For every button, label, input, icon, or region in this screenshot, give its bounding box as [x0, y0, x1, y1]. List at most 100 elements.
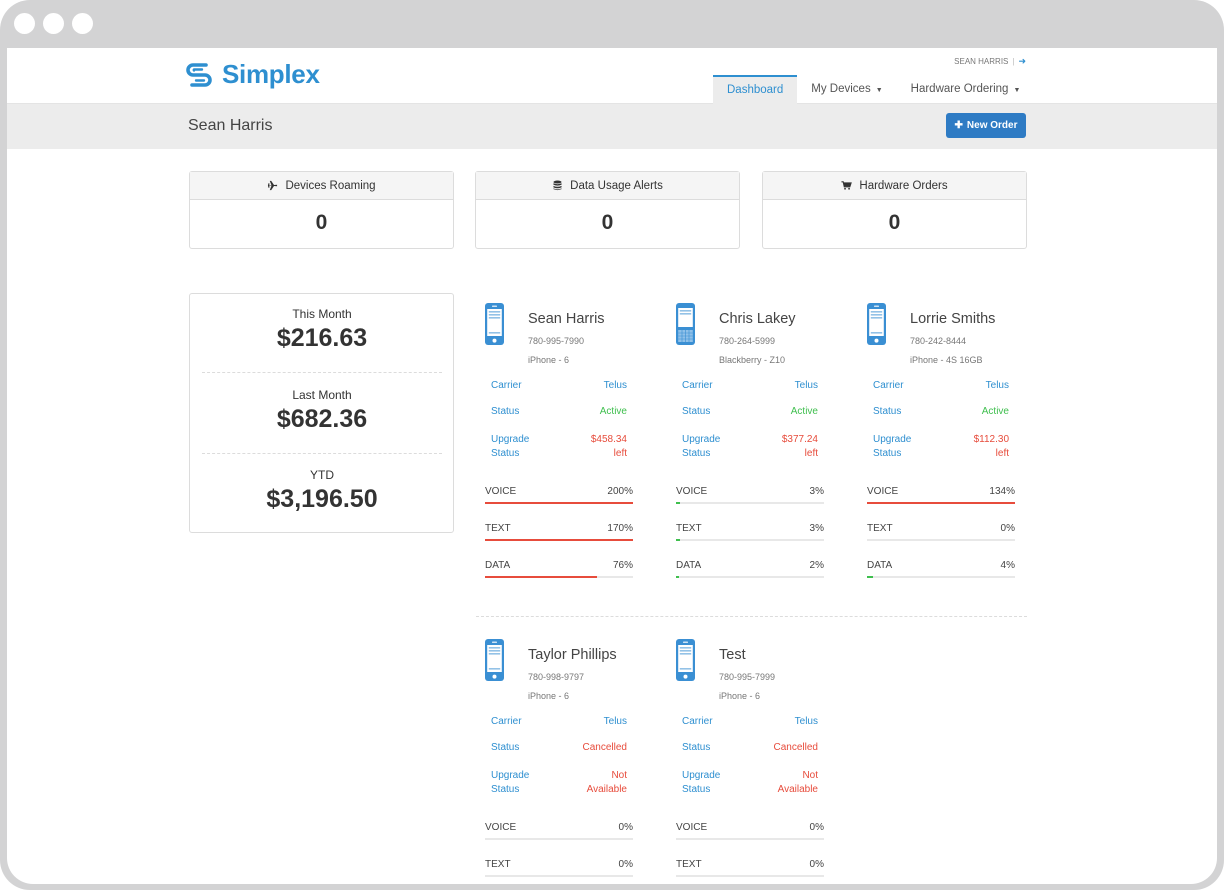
usage-percent: 0%	[618, 822, 633, 833]
usage-percent: 3%	[809, 486, 824, 497]
window-dot-minimize[interactable]	[43, 13, 64, 34]
usage-percent: 200%	[607, 486, 633, 497]
cart-icon	[841, 181, 853, 190]
smartphone-icon	[485, 303, 504, 345]
smartphone-icon	[867, 303, 886, 345]
usage-label: VOICE	[485, 486, 517, 497]
device-user-name[interactable]: Chris Lakey	[719, 311, 796, 327]
stat-label: Hardware Orders	[859, 179, 948, 192]
upgrade-label: Upgrade Status	[873, 434, 912, 459]
page-viewport: Simplex SEAN HARRIS | ➜ Dashboard My Dev…	[7, 48, 1217, 884]
status-row: Status Cancelled	[491, 742, 627, 753]
user-name[interactable]: SEAN HARRIS	[954, 57, 1009, 66]
upgrade-value: Not Available	[777, 770, 818, 795]
usage-data: DATA 76%	[485, 560, 633, 578]
new-order-button[interactable]: ✚ New Order	[946, 113, 1026, 138]
usage-bar	[485, 875, 633, 877]
usage-label: VOICE	[867, 486, 899, 497]
device-model: iPhone - 6	[528, 691, 570, 701]
stat-header: Hardware Orders	[763, 172, 1026, 200]
upgrade-row: Upgrade Status Not Available	[491, 769, 627, 797]
usage-bar	[485, 502, 633, 504]
stat-header: Devices Roaming	[190, 172, 453, 200]
carrier-row: Carrier Telus	[491, 716, 627, 727]
usage-bar	[485, 539, 633, 541]
usage-bar-fill	[867, 576, 873, 578]
usage-voice: VOICE 0%	[676, 822, 824, 840]
usage-label: VOICE	[485, 822, 517, 833]
smartphone-icon	[485, 639, 504, 681]
carrier-label: Carrier	[873, 380, 904, 391]
usage-bar-fill	[485, 502, 633, 504]
device-model: iPhone - 6	[528, 355, 570, 365]
usage-label: VOICE	[676, 822, 708, 833]
usage-voice: VOICE 0%	[485, 822, 633, 840]
device-model: iPhone - 4S 16GB	[910, 355, 983, 365]
status-label: Status	[682, 742, 711, 753]
usage-label: DATA	[676, 560, 702, 571]
divider	[476, 616, 1027, 617]
usage-bar	[676, 502, 824, 504]
upgrade-label: Upgrade Status	[682, 770, 721, 795]
status-row: Status Active	[491, 406, 627, 417]
spend-amount: $682.36	[276, 405, 368, 433]
window-dot-maximize[interactable]	[72, 13, 93, 34]
carrier-label: Carrier	[682, 380, 713, 391]
caret-down-icon: ▼	[875, 87, 883, 94]
usage-label: TEXT	[485, 859, 511, 870]
logout-icon[interactable]: ➜	[1018, 56, 1026, 66]
device-phone-number: 780-242-8444	[910, 336, 967, 346]
usage-bar	[676, 539, 824, 541]
upgrade-row: Upgrade Status $377.24 left	[682, 433, 818, 461]
usage-bar-fill	[485, 576, 598, 578]
carrier-label: Carrier	[491, 380, 522, 391]
usage-bar	[676, 875, 824, 877]
carrier-label: Carrier	[491, 716, 522, 727]
window-dot-close[interactable]	[14, 13, 35, 34]
usage-percent: 0%	[618, 859, 633, 870]
usage-label: DATA	[867, 560, 893, 571]
tab-hardware-ordering[interactable]: Hardware Ordering ▼	[897, 75, 1035, 104]
tab-label: Hardware Ordering	[910, 83, 1009, 95]
stat-devices-roaming[interactable]: Devices Roaming 0	[189, 171, 454, 249]
page-header: Sean Harris ✚ New Order	[7, 104, 1217, 149]
carrier-value: Telus	[603, 380, 627, 391]
usage-bar-fill	[676, 576, 679, 578]
device-user-name[interactable]: Sean Harris	[528, 311, 605, 327]
status-value: Active	[790, 406, 818, 417]
device-user-name[interactable]: Lorrie Smiths	[910, 311, 996, 327]
device-phone-number: 780-995-7999	[719, 672, 776, 682]
usage-percent: 170%	[607, 523, 633, 534]
device-phone-number: 780-995-7990	[528, 336, 585, 346]
usage-voice: VOICE 134%	[867, 486, 1015, 504]
status-value: Active	[981, 406, 1009, 417]
main-nav: Dashboard My Devices ▼ Hardware Ordering…	[713, 75, 1034, 104]
page-title: Sean Harris	[188, 117, 273, 134]
device-user-name[interactable]: Test	[719, 647, 746, 663]
upgrade-value: $458.34 left	[590, 434, 627, 459]
stat-value: 0	[888, 211, 901, 234]
upgrade-row: Upgrade Status Not Available	[682, 769, 818, 797]
carrier-value: Telus	[985, 380, 1009, 391]
stat-hardware-orders[interactable]: Hardware Orders 0	[762, 171, 1027, 249]
upgrade-label: Upgrade Status	[491, 434, 530, 459]
carrier-row: Carrier Telus	[491, 380, 627, 391]
status-row: Status Active	[873, 406, 1009, 417]
brand-logo[interactable]: Simplex	[184, 59, 320, 90]
plane-icon	[268, 180, 278, 191]
carrier-value: Telus	[603, 716, 627, 727]
device-user-name[interactable]: Taylor Phillips	[528, 647, 617, 663]
tab-dashboard[interactable]: Dashboard	[713, 75, 798, 104]
spend-last-month: Last Month $682.36	[202, 388, 442, 434]
usage-bar-fill	[485, 539, 633, 541]
caret-down-icon: ▼	[1013, 87, 1021, 94]
usage-bar	[485, 838, 633, 840]
tab-my-devices[interactable]: My Devices ▼	[797, 75, 896, 104]
stat-value: 0	[315, 211, 328, 234]
usage-percent: 134%	[989, 486, 1015, 497]
device-phone-number: 780-264-5999	[719, 336, 776, 346]
usage-percent: 3%	[809, 523, 824, 534]
stat-data-usage-alerts[interactable]: Data Usage Alerts 0	[475, 171, 740, 249]
usage-text: TEXT 0%	[485, 859, 633, 877]
